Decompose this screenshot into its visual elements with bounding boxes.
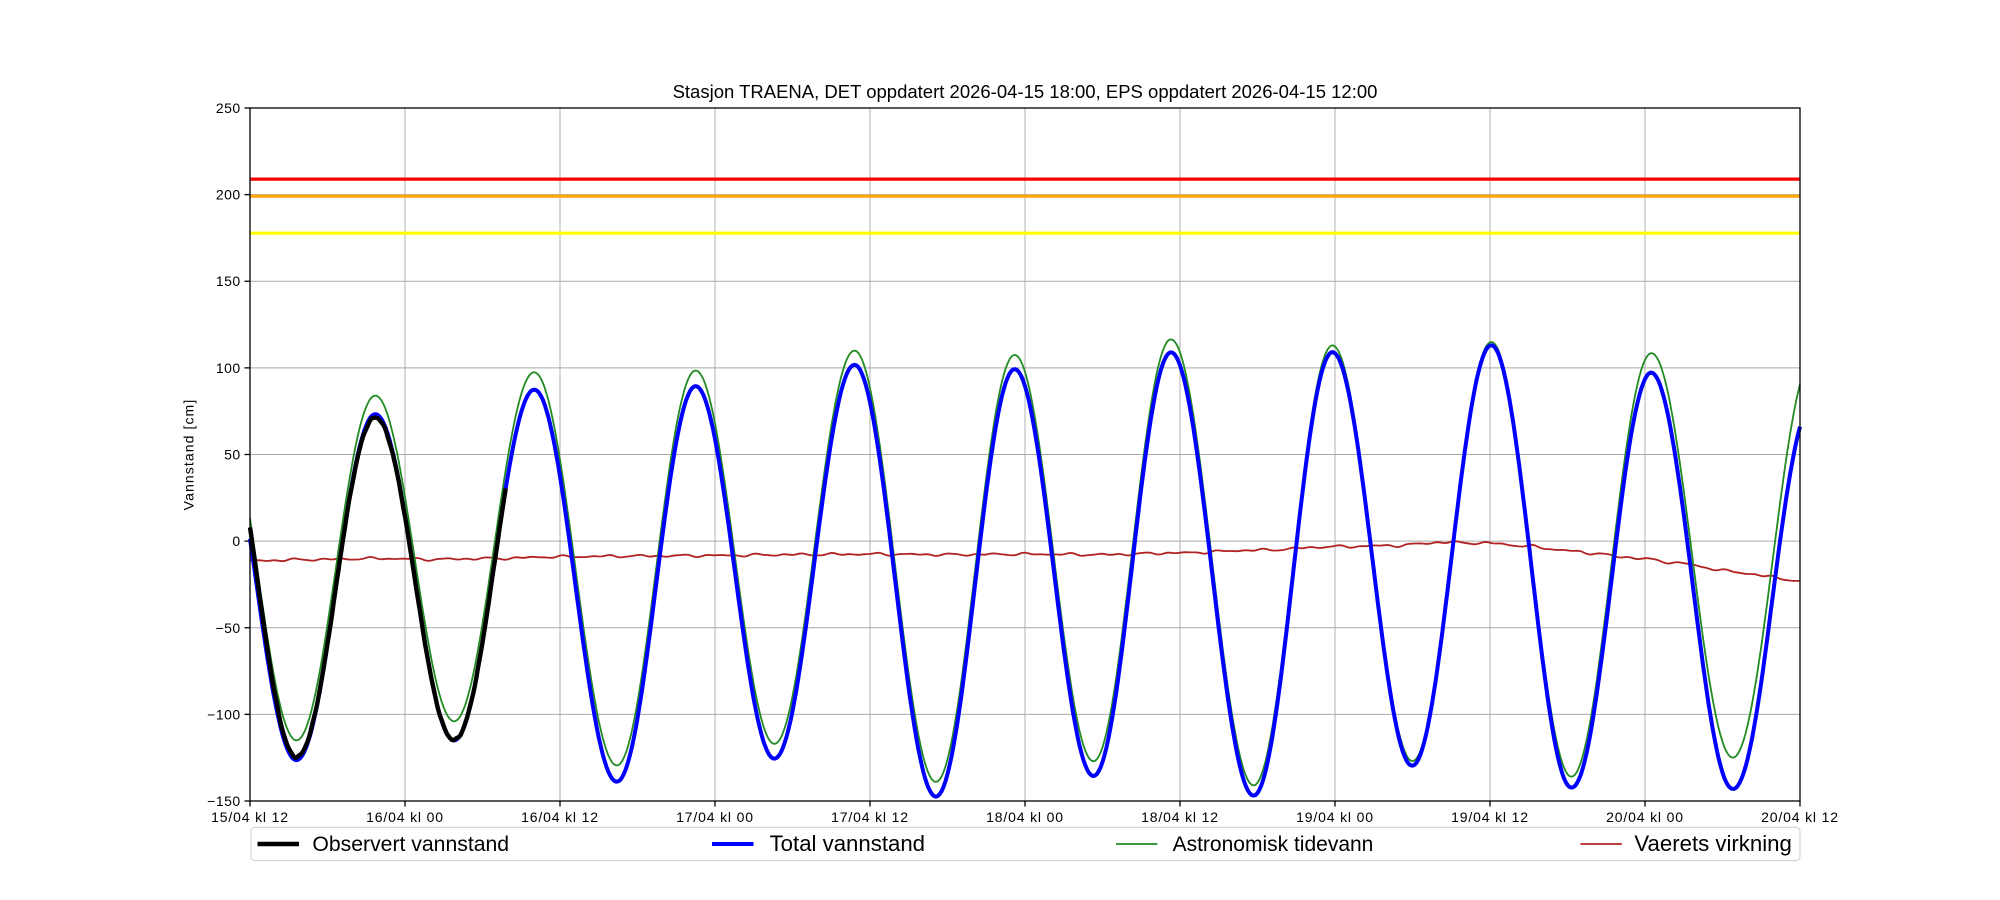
svg-text:−100: −100 xyxy=(207,706,241,722)
svg-text:−50: −50 xyxy=(215,620,240,636)
svg-text:20/04 kl 12: 20/04 kl 12 xyxy=(1761,809,1839,825)
svg-text:250: 250 xyxy=(216,100,241,116)
svg-text:16/04 kl 12: 16/04 kl 12 xyxy=(521,809,599,825)
svg-text:20/04 kl 00: 20/04 kl 00 xyxy=(1606,809,1684,825)
svg-text:200: 200 xyxy=(216,187,241,203)
svg-text:100: 100 xyxy=(216,360,241,376)
svg-text:150: 150 xyxy=(216,273,241,289)
svg-text:−150: −150 xyxy=(207,793,241,809)
svg-text:Vaerets virkning: Vaerets virkning xyxy=(1634,831,1791,856)
svg-text:0: 0 xyxy=(232,533,240,549)
svg-text:16/04 kl 00: 16/04 kl 00 xyxy=(366,809,444,825)
svg-text:Stasjon TRAENA, DET oppdatert: Stasjon TRAENA, DET oppdatert 2026-04-15… xyxy=(673,81,1378,102)
svg-text:18/04 kl 00: 18/04 kl 00 xyxy=(986,809,1064,825)
svg-text:17/04 kl 12: 17/04 kl 12 xyxy=(831,809,909,825)
svg-text:17/04 kl 00: 17/04 kl 00 xyxy=(676,809,754,825)
svg-text:50: 50 xyxy=(224,447,241,463)
svg-text:Total vannstand: Total vannstand xyxy=(770,831,925,856)
svg-text:19/04 kl 12: 19/04 kl 12 xyxy=(1451,809,1529,825)
svg-text:15/04 kl 12: 15/04 kl 12 xyxy=(211,809,289,825)
svg-text:Vannstand [cm]: Vannstand [cm] xyxy=(181,399,197,511)
svg-text:18/04 kl 12: 18/04 kl 12 xyxy=(1141,809,1219,825)
svg-text:Observert vannstand: Observert vannstand xyxy=(312,833,509,856)
svg-text:Astronomisk tidevann: Astronomisk tidevann xyxy=(1173,833,1374,856)
svg-text:19/04 kl 00: 19/04 kl 00 xyxy=(1296,809,1374,825)
